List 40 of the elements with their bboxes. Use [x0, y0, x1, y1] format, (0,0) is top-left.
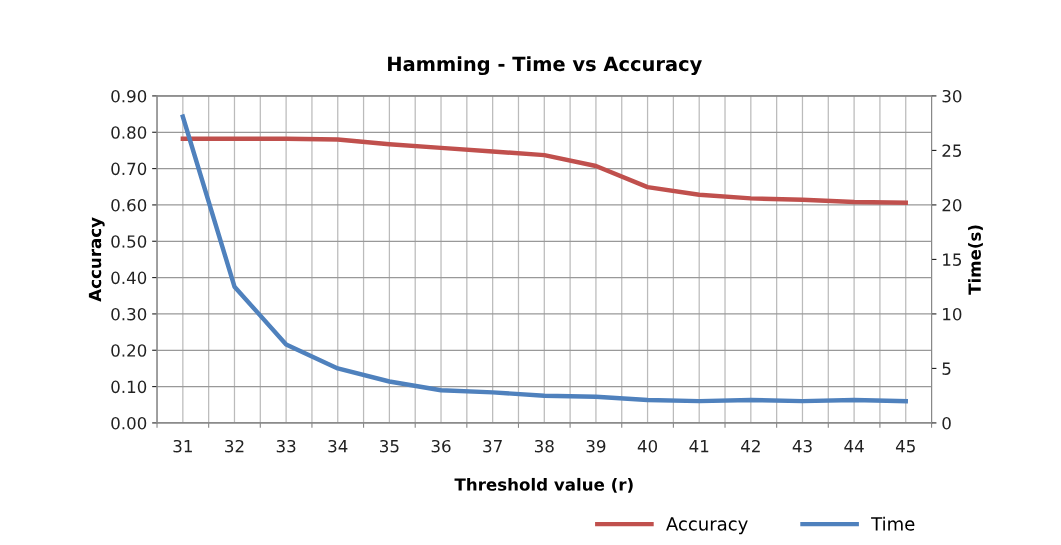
- x-axis-title: Threshold value (r): [454, 477, 633, 493]
- x-tick-label: 36: [431, 439, 451, 453]
- y-tick-label: 0.60: [111, 198, 147, 212]
- y-tick-label: 0.40: [111, 271, 147, 285]
- x-tick-label: 37: [483, 439, 502, 453]
- y2-axis-title: Time(s): [968, 225, 983, 295]
- y-tick-label: 0.70: [111, 162, 147, 176]
- x-tick-label: 34: [328, 439, 348, 453]
- x-tick-label: 41: [689, 440, 709, 453]
- y-tick-label: 0.30: [111, 307, 147, 321]
- y-tick-label: 0.10: [111, 380, 147, 394]
- y2-tick-label: 30: [942, 89, 962, 103]
- x-tick-label: 32: [225, 439, 244, 453]
- x-tick-label: 39: [586, 439, 606, 453]
- x-tick-label: 38: [534, 439, 554, 453]
- y2-tick-label: 25: [942, 144, 962, 157]
- x-tick-label: 45: [895, 440, 915, 453]
- legend-label: Accuracy: [666, 517, 748, 535]
- legend-label: Time: [871, 516, 915, 531]
- y-tick-label: 0.50: [111, 235, 147, 248]
- y2-tick-label: 15: [943, 253, 962, 266]
- y-tick-label: 0.80: [111, 126, 147, 139]
- y2-tick-label: 0: [942, 416, 951, 430]
- line-series: [180, 114, 908, 404]
- y2-tick-label: 5: [942, 362, 951, 375]
- y2-tick-label: 20: [942, 198, 962, 212]
- y2-tick-label: 10: [943, 307, 962, 321]
- y-tick-label: 0.90: [111, 89, 147, 103]
- line-series: [180, 136, 908, 205]
- y-tick-label: 0.20: [111, 344, 147, 357]
- x-tick-label: 35: [380, 439, 399, 453]
- chart-title: Hamming - Time vs Accuracy: [388, 56, 702, 76]
- y-axis-title: Accuracy: [88, 217, 105, 302]
- y-tick-label: 0.00: [111, 416, 147, 430]
- x-tick-label: 40: [637, 439, 658, 453]
- x-tick-label: 31: [173, 439, 192, 453]
- x-tick-label: 42: [741, 439, 760, 453]
- x-tick-label: 33: [276, 439, 296, 453]
- x-tick-label: 44: [844, 440, 864, 453]
- x-tick-label: 43: [792, 439, 812, 453]
